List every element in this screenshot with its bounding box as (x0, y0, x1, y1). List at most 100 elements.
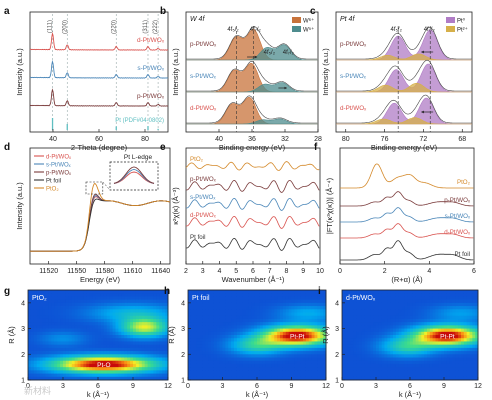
heatmap-cell (317, 299, 321, 304)
heatmap-cell (36, 344, 41, 349)
heatmap-cell (449, 335, 453, 339)
series-label: d-Pt/WOₓ (190, 105, 217, 112)
heatmap-cell (239, 312, 244, 317)
heatmap-cell (39, 338, 43, 342)
heatmap-cell (262, 370, 267, 374)
heatmap-cell (159, 302, 163, 307)
heatmap-cell (103, 360, 108, 365)
exafs-k-line (185, 161, 320, 171)
heatmap-cell (407, 363, 411, 368)
heatmap-cell (285, 306, 290, 310)
heatmap-cell (239, 331, 244, 336)
heatmap-cell (297, 318, 301, 323)
heatmap-cell (455, 302, 459, 307)
heatmap-cell (384, 299, 388, 304)
heatmap-cell (86, 293, 90, 297)
heatmap-cell (475, 322, 479, 326)
heatmap-cell (449, 367, 453, 371)
x-axis-label: 2-Theta (degree) (71, 143, 128, 152)
heatmap-cell (435, 351, 439, 355)
heatmap-cell (435, 376, 439, 381)
heatmap-cell (381, 299, 385, 304)
heatmap-cell (356, 357, 360, 362)
heatmap-cell (141, 312, 146, 317)
heatmap-cell (441, 315, 445, 320)
heatmap-cell (54, 312, 58, 317)
heatmap-cell (219, 370, 223, 374)
heatmap-cell (444, 299, 448, 304)
heatmap-cell (435, 357, 439, 362)
y-axis-label: R (Å) (7, 326, 16, 344)
heatmap-cell (77, 335, 81, 339)
heatmap-cell (435, 370, 439, 374)
heatmap-cell (242, 325, 246, 329)
heatmap-cell (311, 322, 315, 326)
xps-component-fill (336, 53, 472, 61)
heatmap-cell (280, 335, 284, 339)
y-axis-label: κ²χ(κ) (Å⁻³) (171, 187, 180, 225)
heatmap-cell (265, 312, 269, 317)
heatmap-cell (262, 290, 267, 294)
heatmap-cell (118, 363, 122, 368)
heatmap-cell (89, 318, 93, 323)
heatmap-cell (444, 296, 448, 301)
heatmap-cell (370, 363, 374, 368)
heatmap-cell (427, 344, 431, 349)
heatmap-cell (39, 357, 43, 362)
heatmap-cell (98, 344, 102, 349)
heatmap-cell (427, 367, 431, 371)
heatmap-cell (277, 347, 281, 352)
heatmap-cell (141, 296, 146, 301)
heatmap-cell (398, 335, 402, 339)
heatmap-cell (216, 296, 221, 301)
panel-letter: h (164, 286, 170, 297)
heatmap-cell (421, 347, 425, 352)
heatmap-cell (239, 309, 244, 313)
heatmap-cell (438, 299, 442, 304)
heatmap-cell (347, 367, 351, 371)
heatmap-cell (121, 293, 125, 297)
heatmap-cell (305, 293, 310, 297)
heatmap-cell (239, 325, 244, 329)
heatmap-cell (112, 328, 116, 333)
heatmap-cell (196, 351, 200, 355)
heatmap-cell (277, 312, 281, 317)
heatmap-cell (51, 370, 55, 374)
heatmap-cell (455, 318, 459, 323)
heatmap-cell (446, 296, 451, 301)
heatmap-cell (427, 370, 431, 374)
heatmap-cell (57, 341, 61, 346)
heatmap-cell (162, 309, 166, 313)
heatmap-cell (303, 331, 307, 336)
heatmap-cell (141, 338, 146, 342)
heatmap-cell (202, 373, 206, 378)
heatmap-cell (109, 331, 113, 336)
heatmap-cell (231, 357, 235, 362)
heatmap-cell (103, 341, 108, 346)
heatmap-cell (77, 354, 81, 358)
heatmap-cell (435, 328, 439, 333)
heatmap-cell (147, 367, 151, 371)
heatmap-cell (311, 315, 315, 320)
heatmap-cell (30, 367, 35, 371)
heatmap-cell (395, 360, 400, 365)
heatmap-cell (429, 325, 434, 329)
heatmap-cell (407, 296, 411, 301)
heatmap-cell (127, 328, 131, 333)
exafs-r-line (340, 223, 474, 239)
heatmap-cell (60, 344, 64, 349)
x-tick-label: 10 (316, 268, 324, 275)
legend-swatch (292, 26, 301, 32)
heatmap-cell (63, 322, 67, 326)
heatmap-cell (60, 363, 64, 368)
heatmap-cell (106, 373, 111, 378)
y-axis-label: R (Å) (167, 326, 176, 344)
heatmap-cell (33, 322, 38, 326)
heatmap-cell (344, 347, 349, 352)
heatmap-cell (444, 344, 448, 349)
heatmap-cell (225, 363, 229, 368)
heatmap-cell (68, 341, 73, 346)
heatmap-cell (438, 373, 442, 378)
heatmap-cell (350, 302, 354, 307)
heatmap-cell (463, 315, 468, 320)
